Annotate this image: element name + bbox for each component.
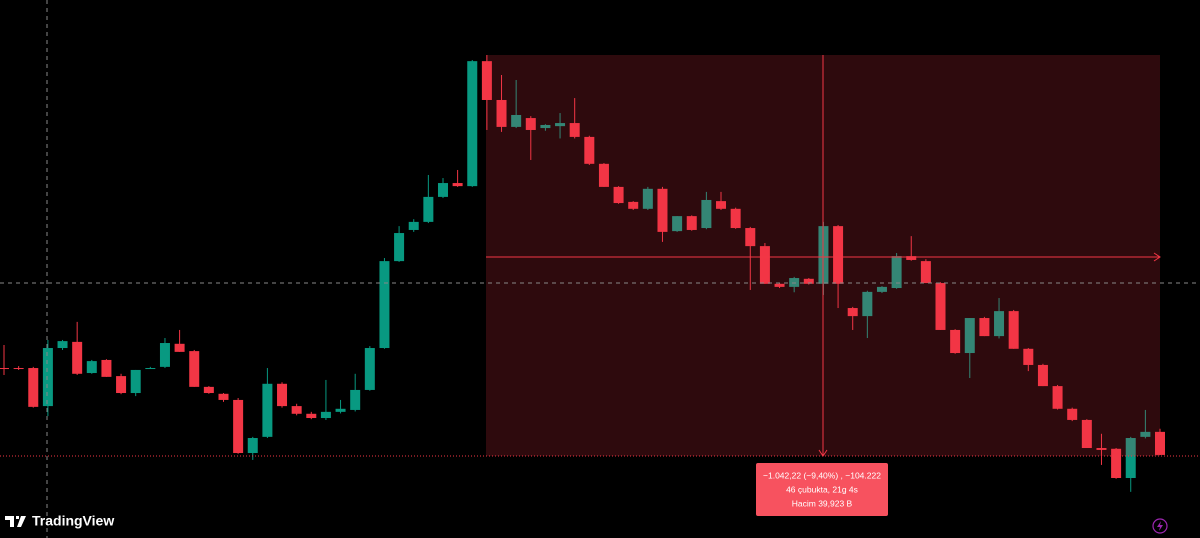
- candle-body: [218, 393, 229, 400]
- candle-body: [306, 413, 317, 419]
- candle-body: [1155, 431, 1165, 455]
- candle-body: [569, 123, 580, 137]
- candle-body: [1140, 431, 1151, 437]
- candle-body: [935, 283, 946, 330]
- candle-body: [174, 343, 185, 352]
- candle-body: [759, 246, 770, 284]
- candle-body: [437, 183, 448, 197]
- candle-body: [950, 329, 961, 354]
- candle-body: [716, 201, 727, 209]
- logo-text: TradingView: [32, 513, 114, 529]
- candle-body: [42, 348, 53, 407]
- measure-label: [756, 463, 888, 516]
- candle-body: [423, 196, 434, 222]
- candle-body: [1008, 311, 1019, 349]
- candle-body: [979, 318, 990, 337]
- measure-text: Hacim 39,923 B: [792, 498, 853, 508]
- measure-text: −1.042,22 (−9,40%) , −104.222: [763, 470, 881, 480]
- logo-icon: [5, 516, 26, 527]
- candle-body: [789, 278, 800, 287]
- candle-body: [57, 341, 68, 349]
- bolt: [1157, 521, 1163, 531]
- candle-body: [994, 311, 1005, 337]
- candle-body: [584, 136, 595, 164]
- candle-body: [247, 438, 258, 454]
- candle-body: [525, 118, 536, 130]
- candle-body: [657, 188, 668, 232]
- candle-body: [101, 359, 112, 377]
- candle-body: [262, 383, 273, 437]
- measure-text: 46 çubukta, 21g 4s: [786, 484, 858, 494]
- candle-body: [964, 318, 975, 354]
- candle-body: [803, 278, 814, 284]
- candle-body: [350, 389, 361, 410]
- candle-body: [701, 199, 712, 229]
- candles: [0, 54, 1165, 492]
- candle-body: [555, 123, 566, 127]
- candle-body: [1023, 348, 1034, 365]
- candle-body: [876, 286, 887, 292]
- candle-body: [320, 411, 331, 419]
- candle-body: [72, 341, 83, 374]
- candle-body: [13, 368, 24, 370]
- candle-body: [86, 361, 97, 374]
- candle-body: [467, 61, 478, 187]
- candle-body: [862, 291, 873, 317]
- candle-body: [1111, 448, 1122, 479]
- candle-body: [116, 376, 127, 394]
- candle-body: [628, 201, 639, 209]
- candle-body: [1067, 408, 1078, 420]
- candle-body: [511, 114, 522, 127]
- candle-body: [833, 226, 844, 284]
- candle-body: [1125, 438, 1136, 479]
- candle-body: [130, 369, 141, 394]
- candle-body: [496, 99, 507, 127]
- candle-body: [291, 406, 302, 414]
- candle-body: [598, 163, 609, 187]
- logo: TradingView: [5, 513, 114, 529]
- bolt-icon[interactable]: [1152, 518, 1168, 534]
- candle-body: [408, 221, 419, 230]
- candle-body: [891, 256, 902, 289]
- candle-body: [0, 368, 9, 370]
- candle-body: [335, 408, 346, 412]
- arrow-v: [818, 449, 828, 457]
- candle-body: [1052, 386, 1063, 409]
- candle-body: [379, 261, 390, 349]
- candle-body: [452, 183, 463, 187]
- candle-body: [481, 61, 492, 100]
- candle-body: [642, 188, 653, 209]
- candle-body: [189, 351, 200, 387]
- candle-body: [613, 186, 624, 204]
- candle-body: [1096, 448, 1107, 450]
- candle-body: [145, 368, 156, 370]
- candle-body: [233, 399, 244, 454]
- candle-body: [394, 233, 405, 262]
- candle-body: [28, 368, 39, 407]
- candle-body: [686, 216, 697, 230]
- candle-body: [774, 283, 785, 287]
- candle-body: [540, 124, 551, 129]
- candle-body: [1037, 364, 1048, 387]
- candle-body: [745, 228, 756, 247]
- candle-body: [364, 348, 375, 390]
- candle-body: [1081, 419, 1092, 449]
- candle-body: [159, 343, 170, 367]
- candle-body: [847, 308, 858, 317]
- candle-body: [906, 256, 917, 260]
- candle-body: [730, 208, 741, 229]
- arrow-h: [1153, 252, 1161, 262]
- candle-body: [672, 216, 683, 232]
- candle-body: [203, 386, 214, 394]
- candle-body: [920, 261, 931, 284]
- candle-body: [277, 383, 288, 407]
